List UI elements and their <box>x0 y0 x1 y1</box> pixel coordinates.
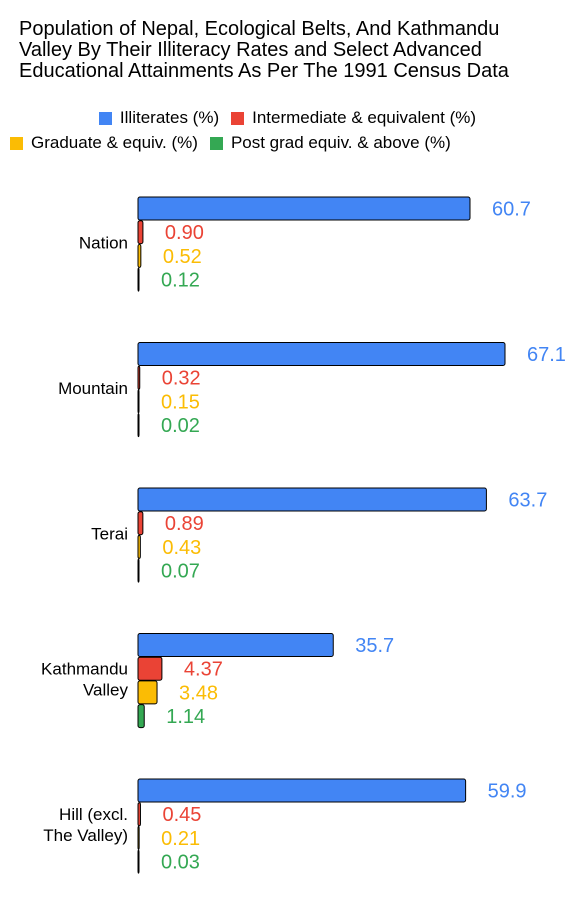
bar-terai-illiterates <box>137 487 487 512</box>
bar-mountain-illiterates <box>137 342 506 366</box>
category-label-mountain: Mountain <box>58 379 128 398</box>
data-label-kathmandu-valley-intermediate: 4.37 <box>184 659 223 681</box>
bar-group-nation: 60.7 0.900.520.12 Nation <box>79 196 531 292</box>
legend-swatch-graduate <box>10 136 23 150</box>
bar-hill-excl-valley-postgrad <box>137 849 140 874</box>
data-label-kathmandu-valley-graduate: 3.48 <box>179 682 218 704</box>
category-label-line: The Valley) <box>43 826 128 845</box>
bar-terai-graduate <box>137 534 141 559</box>
data-label-nation-postgrad: 0.12 <box>161 270 200 292</box>
data-label-hill-excl-valley-intermediate: 0.45 <box>162 804 201 826</box>
bar-nation-postgrad <box>137 267 140 292</box>
bar-kathmandu-valley-illiterates <box>137 633 334 657</box>
bar-terai-intermediate <box>137 511 144 536</box>
legend-swatch-postgrad <box>209 136 223 150</box>
data-label-terai-intermediate: 0.89 <box>165 513 204 535</box>
category-label-line: Mountain <box>58 379 128 398</box>
data-label-terai-postgrad: 0.07 <box>161 561 200 583</box>
bar-terai-postgrad <box>137 558 140 583</box>
data-label-mountain-intermediate: 0.32 <box>162 368 201 390</box>
legend-item-graduate: Graduate & equiv. (%) <box>10 133 198 153</box>
category-label-line: Kathmandu <box>41 659 128 678</box>
chart-title: Population of Nepal, Ecological Belts, A… <box>19 19 579 82</box>
category-label-line: Valley <box>83 680 129 699</box>
legend-label-postgrad: Post grad equiv. & above (%) <box>230 133 451 152</box>
bar-mountain-graduate <box>137 389 140 414</box>
data-label-nation-graduate: 0.52 <box>163 246 202 268</box>
chart-title-line-1: Population of Nepal, Ecological Belts, A… <box>19 18 500 40</box>
category-label-terai: Terai <box>91 524 128 543</box>
chart-title-line-2: Valley By Their Illiteracy Rates and Sel… <box>19 39 482 61</box>
legend-label-illiterates: Illiterates (%) <box>119 108 220 127</box>
bar-group-mountain: 67.1 0.320.150.02 Mountain <box>58 342 566 438</box>
category-label-line: Hill (excl. <box>59 805 128 824</box>
legend-swatch-illiterates <box>98 111 112 125</box>
legend-row-2: Graduate & equiv. (%) Post grad equiv. &… <box>0 130 587 156</box>
bar-nation-intermediate <box>137 220 144 245</box>
chart-title-line-3: Educational Attainments As Per The 1991 … <box>19 60 509 82</box>
data-label-hill-excl-valley-illiterates: 59.9 <box>488 781 527 803</box>
bar-nation-graduate <box>137 243 142 268</box>
data-label-nation-illiterates: 60.7 <box>492 199 531 221</box>
bar-group-terai: 63.7 0.890.430.07 Terai <box>91 487 547 583</box>
bar-group-hill-excl-valley: 59.9 0.450.210.03 Hill (excl. The Valley) <box>43 778 527 874</box>
data-label-terai-illiterates: 63.7 <box>508 490 547 512</box>
bar-mountain-postgrad <box>137 413 140 438</box>
bar-hill-excl-valley-intermediate <box>137 802 141 827</box>
bar-hill-excl-valley-graduate <box>137 825 140 850</box>
bar-group-kathmandu-valley: 35.7 4.373.481.14 Kathmandu Valley <box>41 633 394 729</box>
data-label-kathmandu-valley-illiterates: 35.7 <box>355 635 394 657</box>
category-label-nation: Nation <box>79 233 128 252</box>
legend-row-1: Illiterates (%) Intermediate & equivalen… <box>0 105 587 131</box>
bar-mountain-intermediate <box>137 365 141 390</box>
data-label-kathmandu-valley-postgrad: 1.14 <box>166 706 205 728</box>
category-label-line: Terai <box>91 524 128 543</box>
data-label-terai-graduate: 0.43 <box>162 537 201 559</box>
data-label-hill-excl-valley-postgrad: 0.03 <box>161 852 200 874</box>
data-label-mountain-illiterates: 67.1 <box>527 344 566 366</box>
bar-kathmandu-valley-intermediate <box>137 656 163 681</box>
category-label-hill-excl-valley: Hill (excl. The Valley) <box>43 805 128 845</box>
bar-kathmandu-valley-postgrad <box>137 704 145 729</box>
bar-hill-excl-valley-illiterates <box>137 778 467 803</box>
category-label-line: Nation <box>79 233 128 252</box>
category-label-kathmandu-valley: Kathmandu Valley <box>41 659 128 699</box>
legend-item-postgrad: Post grad equiv. & above (%) <box>209 133 451 153</box>
data-label-hill-excl-valley-graduate: 0.21 <box>161 828 200 850</box>
data-label-nation-intermediate: 0.90 <box>165 222 204 244</box>
legend-swatch-intermediate <box>231 111 245 125</box>
legend-label-intermediate: Intermediate & equivalent (%) <box>252 108 477 127</box>
legend-item-intermediate: Intermediate & equivalent (%) <box>231 108 476 128</box>
legend-label-graduate: Graduate & equiv. (%) <box>31 133 198 152</box>
data-label-mountain-graduate: 0.15 <box>161 391 200 413</box>
legend-item-illiterates: Illiterates (%) <box>98 108 220 128</box>
bar-kathmandu-valley-graduate <box>137 680 158 705</box>
bar-nation-illiterates <box>137 196 471 221</box>
data-label-mountain-postgrad: 0.02 <box>161 415 200 437</box>
